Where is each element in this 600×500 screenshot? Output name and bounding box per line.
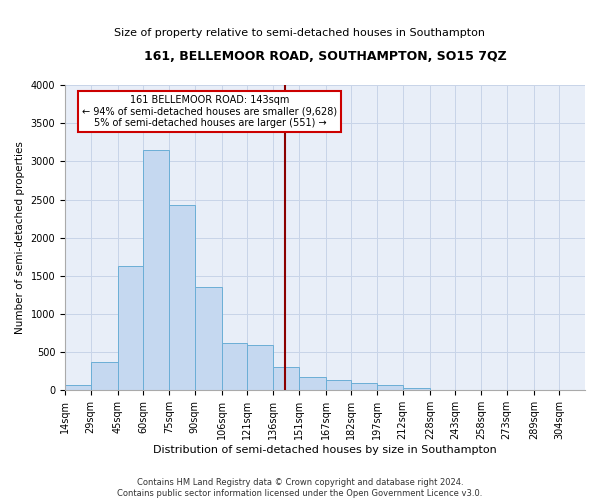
Bar [91, 362, 118, 390]
Bar [403, 388, 430, 390]
Text: Size of property relative to semi-detached houses in Southampton: Size of property relative to semi-detach… [115, 28, 485, 38]
Bar [273, 368, 299, 390]
Bar [118, 266, 143, 390]
Bar [169, 205, 194, 390]
Text: Contains HM Land Registry data © Crown copyright and database right 2024.
Contai: Contains HM Land Registry data © Crown c… [118, 478, 482, 498]
Y-axis label: Number of semi-detached properties: Number of semi-detached properties [15, 141, 25, 334]
X-axis label: Distribution of semi-detached houses by size in Southampton: Distribution of semi-detached houses by … [153, 445, 497, 455]
Bar [65, 384, 91, 390]
Bar [299, 378, 326, 390]
Text: 161 BELLEMOOR ROAD: 143sqm
← 94% of semi-detached houses are smaller (9,628)
5% : 161 BELLEMOOR ROAD: 143sqm ← 94% of semi… [82, 95, 338, 128]
Bar [352, 382, 377, 390]
Title: 161, BELLEMOOR ROAD, SOUTHAMPTON, SO15 7QZ: 161, BELLEMOOR ROAD, SOUTHAMPTON, SO15 7… [143, 50, 506, 63]
Bar [377, 384, 403, 390]
Bar [194, 288, 222, 391]
Bar [143, 150, 169, 390]
Bar [247, 344, 273, 391]
Bar [222, 343, 247, 390]
Bar [326, 380, 352, 390]
